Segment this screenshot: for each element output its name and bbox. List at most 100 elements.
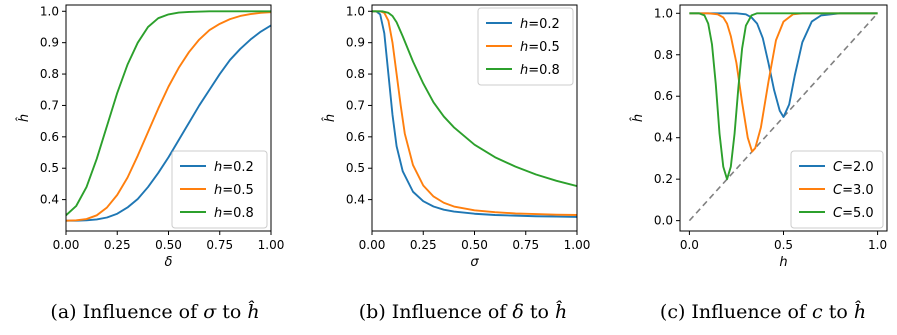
series-line-h-0-5 [66, 11, 271, 222]
series-line-C-2-0 [689, 12, 878, 118]
caption-c: (c) Influence of c to ĥ [660, 300, 866, 323]
legend-variable: C [833, 206, 843, 221]
x-tick-label: 0.75 [512, 238, 539, 252]
x-tick-label: 0.0 [680, 238, 699, 252]
caption-b-symbol: δ [512, 301, 523, 323]
y-tick-label: 0.5 [40, 161, 59, 175]
x-tick-label: 0.50 [155, 238, 182, 252]
x-axis-label: σ [470, 255, 479, 270]
x-axis-label: δ [165, 255, 173, 270]
caption-b-mid: to [524, 301, 555, 323]
legend-value: =0.8 [222, 206, 254, 221]
x-tick-label: 1.00 [564, 238, 591, 252]
x-tick-label: 0.5 [774, 238, 793, 252]
y-tick-label: 0.2 [654, 172, 673, 186]
x-tick-label: 0.00 [359, 238, 386, 252]
caption-b: (b) Influence of δ to ĥ [359, 300, 567, 323]
y-axis-label: ĥ [322, 114, 338, 122]
legend-variable: h [520, 17, 528, 32]
y-axis-label: ĥ [16, 114, 32, 122]
x-tick-label: 1.00 [258, 238, 285, 252]
series-line-h-0-5 [372, 10, 577, 216]
y-tick-label: 0.7 [40, 98, 59, 112]
panel-a-chart: 0.00 0.25 0.50 0.75 1.00 0.4 0.5 0.6 0.7 0.8 0.9 1.… [16, 4, 284, 270]
caption-c-target: ĥ [854, 300, 866, 323]
caption-c-mid: to [823, 301, 854, 323]
y-tick-label: 0.9 [40, 36, 59, 50]
legend-value: =0.5 [528, 40, 560, 55]
legend-entry-label: h=0.5 [214, 183, 254, 198]
series-line-C-3-0 [689, 12, 878, 153]
caption-c-symbol: c [812, 301, 823, 323]
y-tick-label: 0.8 [654, 48, 673, 62]
y-tick-label: 1.0 [654, 6, 673, 20]
legend-variable: h [214, 183, 222, 198]
y-tick-label: 0.8 [346, 67, 365, 81]
legend-value: =0.5 [222, 183, 254, 198]
y-tick-label: 0.4 [40, 193, 59, 207]
legend-variable: C [833, 183, 843, 198]
series-line-h-0-2 [66, 24, 271, 222]
y-tick-label: 0.4 [654, 131, 673, 145]
legend-entry-label: C=5.0 [833, 206, 874, 221]
series-line-h-0-8 [372, 10, 577, 188]
legend-value: =0.2 [222, 160, 254, 175]
caption-a-target: ĥ [247, 300, 259, 323]
caption-a-prefix: (a) Influence of [50, 301, 203, 323]
y-tick-label: 0.6 [654, 89, 673, 103]
legend: h=0.2h=0.5h=0.8 [477, 7, 574, 86]
y-tick-label: 0.9 [346, 36, 365, 50]
y-tick-label: 0.4 [346, 193, 365, 207]
legend-value: =2.0 [842, 160, 874, 175]
legend-box [790, 150, 884, 229]
y-tick-label: 0.6 [346, 130, 365, 144]
y-tick-label: 0.6 [40, 130, 59, 144]
legend-variable: h [214, 160, 222, 175]
legend-value: =0.8 [528, 63, 560, 78]
y-axis-label: ĥ [630, 114, 646, 122]
series-line-h-0-8 [66, 10, 271, 217]
legend-variable: h [520, 40, 528, 55]
legend-variable: C [833, 160, 843, 175]
legend: h=0.2h=0.5h=0.8 [171, 150, 268, 229]
legend-variable: h [214, 206, 222, 221]
x-tick-label: 0.50 [461, 238, 488, 252]
y-tick-label: 1.0 [346, 4, 365, 18]
legend-value: =5.0 [842, 206, 874, 221]
legend-value: =3.0 [842, 183, 874, 198]
x-tick-label: 0.25 [410, 238, 437, 252]
legend-box [477, 7, 574, 86]
legend-variable: h [520, 63, 528, 78]
panel-c-chart: 0.0 0.5 1.00.00.20.40.60.81.0hĥC=2.0C=3.0C… [630, 4, 888, 270]
x-axis-label: h [779, 255, 787, 270]
legend-entry-label: C=3.0 [833, 183, 874, 198]
x-tick-label: 0.00 [53, 238, 80, 252]
x-tick-label: 0.75 [206, 238, 233, 252]
panel-b-chart: 0.00 0.25 0.50 0.75 1.00 0.4 0.5 0.6 0.7 0.8 0.9 1.… [322, 4, 590, 270]
legend-entry-label: h=0.8 [214, 206, 254, 221]
series-line-h-0-2 [372, 10, 577, 218]
x-tick-label: 1.0 [868, 238, 887, 252]
caption-b-target: ĥ [555, 300, 567, 323]
series-line-C-5-0 [689, 12, 878, 181]
legend-entry-label: h=0.5 [520, 40, 560, 55]
y-tick-label: 0.0 [654, 214, 673, 228]
y-tick-label: 0.7 [346, 98, 365, 112]
legend-value: =0.2 [528, 17, 560, 32]
y-tick-label: 0.5 [346, 161, 365, 175]
x-tick-label: 0.25 [104, 238, 131, 252]
y-tick-label: 1.0 [40, 4, 59, 18]
legend-entry-label: h=0.2 [520, 17, 560, 32]
caption-a: (a) Influence of σ to ĥ [50, 300, 259, 323]
caption-b-prefix: (b) Influence of [359, 301, 513, 323]
legend-entry-label: h=0.8 [520, 63, 560, 78]
legend-box [171, 150, 268, 229]
y-tick-label: 0.8 [40, 67, 59, 81]
caption-c-prefix: (c) Influence of [660, 301, 812, 323]
legend-entry-label: h=0.2 [214, 160, 254, 175]
caption-a-mid: to [216, 301, 247, 323]
legend: C=2.0C=3.0C=5.0 [790, 150, 884, 229]
legend-entry-label: C=2.0 [833, 160, 874, 175]
caption-a-symbol: σ [203, 301, 217, 323]
